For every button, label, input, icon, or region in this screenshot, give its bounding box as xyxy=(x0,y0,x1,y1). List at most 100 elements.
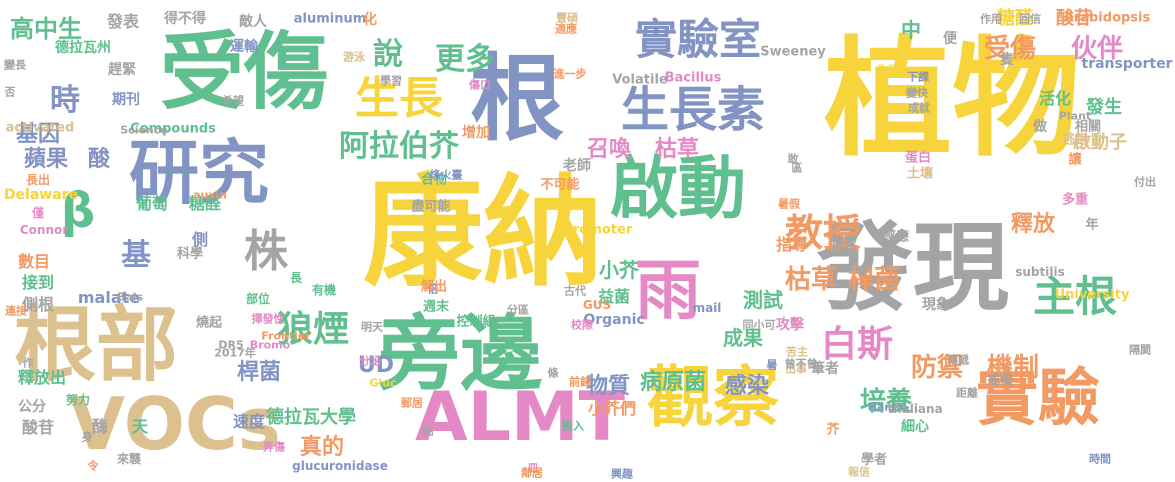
cloud-word: 身 xyxy=(81,430,93,444)
cloud-word: 鄰居 xyxy=(521,466,543,480)
cloud-word: 合物 xyxy=(420,172,448,188)
cloud-word: Science xyxy=(120,123,168,137)
cloud-word: 召喚 xyxy=(586,137,632,162)
cloud-word: 植物 xyxy=(823,25,1081,174)
cloud-word: Volatile xyxy=(612,72,668,88)
cloud-word: 發現 xyxy=(817,212,1009,324)
cloud-word: 前鋒 xyxy=(569,375,591,389)
cloud-word: 芥 xyxy=(826,422,840,438)
cloud-word: mail xyxy=(692,301,722,315)
cloud-word: 暑 xyxy=(766,358,778,372)
cloud-word: thaliana xyxy=(887,402,943,416)
cloud-word: 中 xyxy=(901,18,921,42)
cloud-word: GUS xyxy=(582,298,612,312)
cloud-word: 更多 xyxy=(435,42,495,77)
cloud-word: 年 xyxy=(1085,217,1099,233)
cloud-word: Gluc xyxy=(369,376,397,390)
cloud-word: 皿 xyxy=(527,461,539,475)
cloud-word: 生活 xyxy=(877,63,899,77)
cloud-word: 敵人 xyxy=(239,14,267,30)
cloud-word: 戒備 xyxy=(986,373,1014,389)
cloud-word: 糖醛 xyxy=(997,8,1033,29)
cloud-word: 學者 xyxy=(860,452,888,468)
cloud-word: Organic xyxy=(583,312,645,328)
cloud-word: activated xyxy=(5,120,75,136)
cloud-word: 苦主 xyxy=(786,345,808,359)
cloud-word: Bais xyxy=(116,290,144,304)
cloud-word: 期刊 xyxy=(112,92,140,108)
cloud-word: 實驗室 xyxy=(634,15,762,64)
cloud-word: ALMT xyxy=(414,378,626,457)
cloud-word: 控制組 xyxy=(456,314,496,330)
cloud-word: 傳遞 xyxy=(947,353,969,367)
cloud-word: glucuronidase xyxy=(292,459,388,473)
cloud-word: 現象 xyxy=(922,297,950,313)
cloud-word: 游泳 xyxy=(343,50,365,64)
cloud-word: 校際 xyxy=(571,318,593,332)
cloud-word: 德拉瓦州 xyxy=(55,40,111,56)
cloud-word: malate xyxy=(77,288,141,307)
cloud-word: Arabidopsis xyxy=(1063,10,1151,26)
cloud-word: 機制 xyxy=(986,353,1040,383)
cloud-word: 啟動 xyxy=(609,150,747,229)
cloud-word: 細心 xyxy=(901,419,929,435)
cloud-word: 酸 xyxy=(87,147,111,172)
cloud-word: 古代 xyxy=(564,284,586,298)
cloud-word: subtilis xyxy=(1015,265,1065,279)
cloud-word: Delaware xyxy=(3,187,79,203)
cloud-word: 狼煙 xyxy=(276,309,350,350)
cloud-word: 弄傷 xyxy=(263,440,285,454)
cloud-word: 旁邊 xyxy=(377,307,543,402)
cloud-word: 阿拉伯芥 xyxy=(339,129,459,164)
cloud-word: 下課 xyxy=(907,70,929,84)
cloud-word: 蛋白 xyxy=(904,150,932,166)
cloud-word: 康納 xyxy=(363,164,603,303)
cloud-word: 測試 xyxy=(743,288,783,312)
cloud-word: 真的 xyxy=(299,435,345,460)
cloud-word: 觀察 xyxy=(647,359,779,436)
cloud-word: 化 xyxy=(363,12,377,28)
cloud-word: 釋放出 xyxy=(17,368,67,387)
cloud-word: 付出 xyxy=(1134,175,1156,189)
cloud-word: 努力 xyxy=(65,393,91,407)
cloud-word: 興趣 xyxy=(611,467,633,481)
cloud-word: 受傷 xyxy=(983,34,1037,64)
cloud-word: 作用 xyxy=(980,12,1002,26)
cloud-word: 擇發性 xyxy=(251,312,285,326)
cloud-word: 時間 xyxy=(1089,452,1111,466)
cloud-word: 雨 xyxy=(635,252,701,329)
cloud-word: 分泌 xyxy=(359,354,381,368)
cloud-word: 變長 xyxy=(4,58,26,72)
cloud-word: 釋放 xyxy=(1010,212,1056,237)
cloud-word: 桿菌 xyxy=(236,360,282,385)
cloud-word: 暑假 xyxy=(778,197,800,211)
cloud-word: 說 xyxy=(373,37,403,72)
cloud-word: auxin xyxy=(193,188,227,202)
cloud-word: 根 xyxy=(469,45,565,154)
cloud-word: 得不得 xyxy=(164,11,206,27)
cloud-word: 酸苷 xyxy=(21,418,55,437)
cloud-word: aluminum xyxy=(293,11,367,27)
cloud-word: 酸苷 xyxy=(1056,8,1092,29)
cloud-word: Harsh xyxy=(867,400,905,414)
cloud-word: 敢 xyxy=(787,152,799,166)
cloud-word: 希望 xyxy=(222,94,244,108)
cloud-word: UD xyxy=(357,353,395,378)
cloud-word: 實驗 xyxy=(975,361,1101,434)
cloud-word: 多重 xyxy=(1061,192,1089,208)
cloud-word: 週末 xyxy=(422,299,450,315)
cloud-word: 回信 xyxy=(1019,12,1041,26)
cloud-word: 不可能 xyxy=(540,177,580,193)
cloud-word: 主根 xyxy=(1032,272,1118,321)
cloud-word: 培養 xyxy=(859,387,913,417)
cloud-word: 基 xyxy=(121,238,151,273)
cloud-word: 作 xyxy=(22,356,34,370)
cloud-word: 倍 xyxy=(427,282,439,296)
cloud-word: 老師 xyxy=(563,158,591,174)
cloud-word: 相關 xyxy=(1074,119,1102,135)
cloud-word: 教授 xyxy=(784,211,862,255)
cloud-word: University xyxy=(1054,287,1130,303)
cloud-word: 接到 xyxy=(21,273,55,292)
cloud-word: 信號 xyxy=(830,235,858,251)
